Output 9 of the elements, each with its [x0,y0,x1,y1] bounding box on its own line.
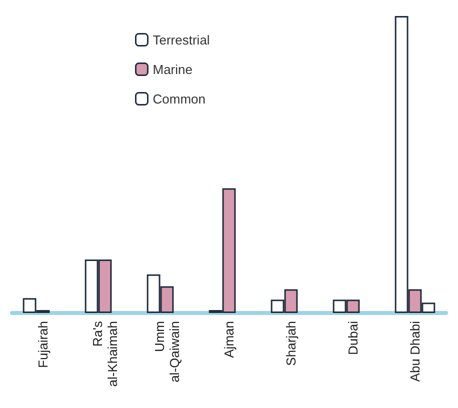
x-tick-label: Ajman [222,321,236,358]
legend-label: Marine [152,62,192,77]
legend-label: Common [152,91,206,106]
x-tick-label: Fujairah [36,321,50,368]
x-tick-label: Sharjah [284,321,298,366]
x-tick-label: Dubai [346,320,360,355]
x-tick-label: Abu Dhabi [408,320,422,382]
x-tick-label: Ra's al-Khaimah [90,320,120,387]
legend-label: Terrestrial [152,32,210,48]
